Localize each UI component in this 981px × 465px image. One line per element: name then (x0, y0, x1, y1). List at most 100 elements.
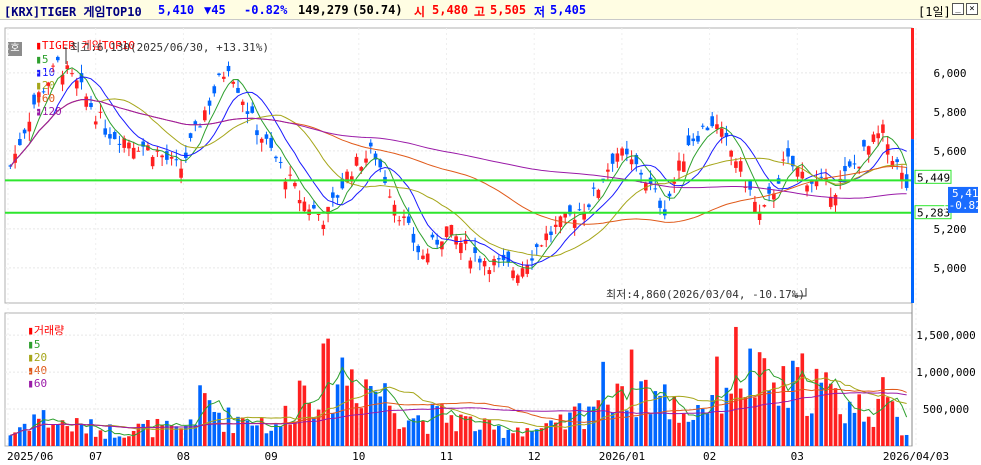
volume-bar (335, 384, 340, 446)
candle-body (402, 216, 406, 219)
volume-bar (250, 425, 255, 446)
volume-bar (155, 418, 160, 446)
volume-bar (331, 413, 335, 446)
volume-bar (501, 437, 506, 446)
candle-body (587, 204, 591, 208)
volume-bar (681, 413, 686, 446)
volume-bar (648, 414, 653, 446)
candle-body (117, 143, 122, 145)
volume-bar (150, 437, 155, 446)
ma5-line (9, 67, 908, 269)
candle-body (354, 156, 359, 166)
candle-body (696, 135, 700, 142)
candle-body (60, 74, 65, 85)
candle-body (577, 209, 582, 211)
volume-bar (165, 420, 169, 446)
candle-body (658, 200, 662, 208)
volume-bar (786, 407, 790, 446)
candle-body (591, 187, 596, 189)
candle-body (127, 142, 131, 149)
volume-bar (729, 393, 733, 446)
volume-bar (890, 401, 895, 446)
candle-body (46, 82, 51, 86)
volume-bar (753, 397, 757, 446)
today-down-marker (911, 139, 914, 303)
volume-bar (454, 431, 458, 446)
volume-bar (55, 424, 60, 446)
volume-bar (511, 433, 515, 446)
candle-body (79, 73, 84, 83)
volume-bar (160, 425, 164, 446)
volume-bar (264, 433, 269, 446)
volume-bar (316, 409, 321, 446)
volume-bar (734, 326, 738, 446)
candle-body (236, 87, 240, 93)
volume-bar (696, 405, 700, 446)
volume-bar (326, 338, 330, 446)
volume-bar (639, 381, 643, 446)
candle-body (55, 56, 60, 61)
volume-bar (449, 415, 454, 446)
zoom-button[interactable]: 호 (8, 42, 22, 56)
candle-body (188, 133, 193, 138)
candle-body (449, 224, 454, 236)
volume-bar (871, 426, 876, 446)
volume-bar (122, 437, 126, 446)
volume-bar (236, 416, 240, 446)
candle-body (625, 148, 629, 155)
volume-bar (231, 433, 236, 446)
candle-body (331, 192, 335, 198)
candle-body (606, 169, 610, 172)
volume-bar (658, 395, 662, 446)
volume-bar (32, 414, 36, 446)
candle-body (847, 161, 852, 167)
volume-bar (406, 420, 411, 446)
candle-body (459, 242, 463, 254)
candle-body (805, 185, 809, 192)
volume-bar (582, 429, 586, 446)
candle-body (179, 168, 183, 178)
candle-body (217, 73, 221, 76)
volume-bar (46, 427, 51, 446)
close-button[interactable]: × (966, 3, 978, 15)
volume-bar (772, 382, 776, 446)
candle-body (738, 161, 743, 172)
volume-bar (302, 385, 307, 446)
current-pct-label: (-0.82%) (942, 199, 981, 212)
high-arrow (64, 47, 67, 64)
support-value-label: 5,283 (917, 207, 950, 220)
period-selector[interactable]: [1일] (918, 5, 951, 19)
low-annotation: 최저:4,860(2026/03/04, -10.17%) (606, 288, 805, 301)
candle-body (724, 132, 729, 137)
ma60-line (9, 98, 907, 225)
candle-body (492, 259, 496, 266)
volume-bar (421, 420, 425, 446)
minimize-button[interactable]: _ (952, 3, 964, 15)
volume-bar (117, 436, 122, 446)
candle-body (852, 163, 857, 165)
volume-bar (629, 349, 634, 446)
candle-body (791, 155, 795, 167)
volume-bar (27, 430, 32, 446)
volume-bar (478, 429, 482, 446)
x-tick-label: 10 (352, 450, 365, 463)
volume-bar (568, 412, 572, 446)
candle-body (89, 103, 93, 108)
title-bar: [KRX]TIGER 게임TOP10 5,410 ▼45 -0.82% 149,… (0, 0, 981, 20)
candle-body (283, 181, 288, 190)
volume-bar (193, 424, 198, 446)
current-price: 5,410 (158, 3, 195, 17)
candle-body (141, 141, 145, 147)
volume-bar (378, 396, 383, 446)
volume-bar (895, 416, 899, 446)
candle-body (259, 138, 264, 143)
candle-body (240, 101, 245, 105)
volume-bar (51, 424, 55, 446)
candle-body (13, 153, 17, 163)
price-tick-label: 5,000 (933, 262, 966, 275)
volume-bar (539, 428, 544, 446)
volume-bar (530, 430, 534, 446)
candle-body (734, 161, 738, 168)
volume-bar (8, 435, 13, 446)
volume-bar (833, 388, 838, 446)
